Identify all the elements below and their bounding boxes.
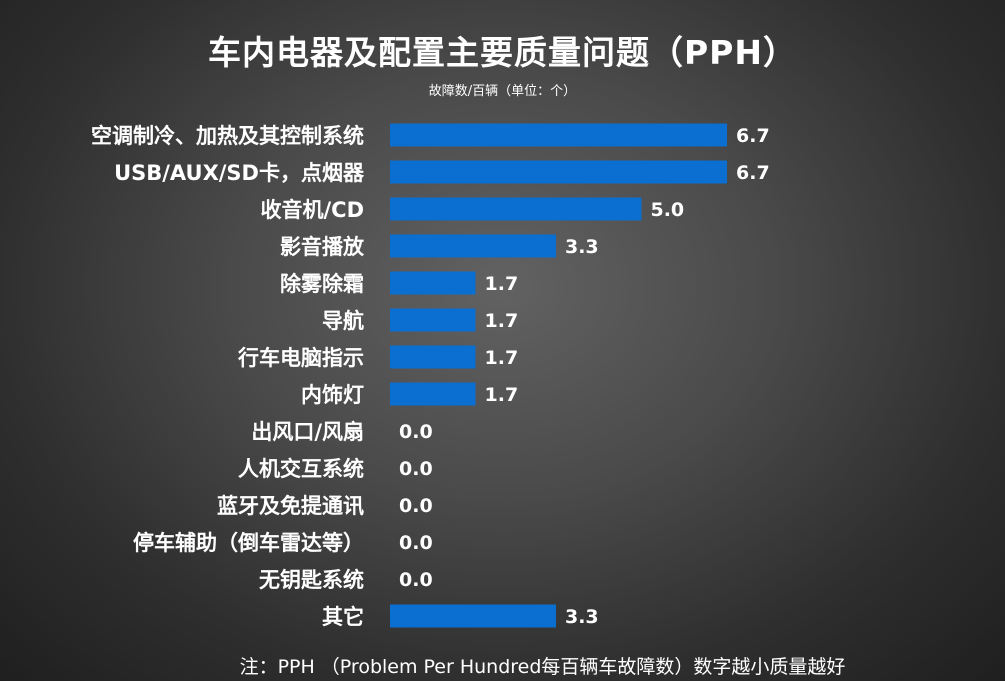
value-label: 0.0 — [399, 569, 433, 591]
value-label: 1.7 — [485, 310, 519, 332]
category-label: USB/AUX/SD卡，点烟器 — [114, 161, 365, 185]
bar — [390, 197, 642, 221]
value-label: 5.0 — [650, 199, 684, 221]
bar — [390, 271, 476, 295]
chart-title: 车内电器及配置主要质量问题（PPH） — [208, 33, 797, 72]
category-label: 人机交互系统 — [238, 457, 364, 481]
category-label: 空调制冷、加热及其控制系统 — [91, 124, 364, 148]
category-label: 停车辅助（倒车雷达等） — [133, 531, 364, 555]
category-label: 收音机/CD — [260, 198, 364, 222]
bar — [390, 382, 476, 406]
value-label: 3.3 — [565, 606, 599, 628]
footnote: 注：PPH （Problem Per Hundred每百辆车故障数）数字越小质量… — [239, 656, 846, 678]
value-label: 1.7 — [485, 347, 519, 369]
value-label: 1.7 — [485, 273, 519, 295]
category-label: 行车电脑指示 — [237, 346, 364, 370]
value-label: 0.0 — [399, 458, 433, 480]
value-label: 0.0 — [399, 532, 433, 554]
bars-layer: 空调制冷、加热及其控制系统 6.7 USB/AUX/SD卡，点烟器 6.7 收音机/CD… — [91, 123, 770, 629]
category-label: 其它 — [322, 605, 364, 629]
category-label: 影音播放 — [280, 235, 365, 259]
value-label: 3.3 — [565, 236, 599, 258]
value-label: 0.0 — [399, 421, 433, 443]
category-label: 无钥匙系统 — [259, 568, 364, 592]
bar — [390, 123, 727, 147]
value-label: 1.7 — [485, 384, 519, 406]
value-label: 6.7 — [736, 162, 770, 184]
category-label: 蓝牙及免提通讯 — [217, 494, 364, 518]
bar — [390, 160, 727, 184]
category-label: 除雾除霜 — [280, 272, 364, 296]
value-label: 6.7 — [736, 125, 770, 147]
bar — [390, 345, 476, 369]
chart-subtitle: 故障数/百辆（单位：个） — [428, 84, 577, 99]
category-label: 内饰灯 — [301, 383, 364, 407]
bar — [390, 308, 476, 332]
category-label: 出风口/风扇 — [251, 420, 364, 444]
bar — [390, 234, 556, 258]
value-label: 0.0 — [399, 495, 433, 517]
category-label: 导航 — [322, 309, 364, 333]
bar — [390, 604, 556, 628]
